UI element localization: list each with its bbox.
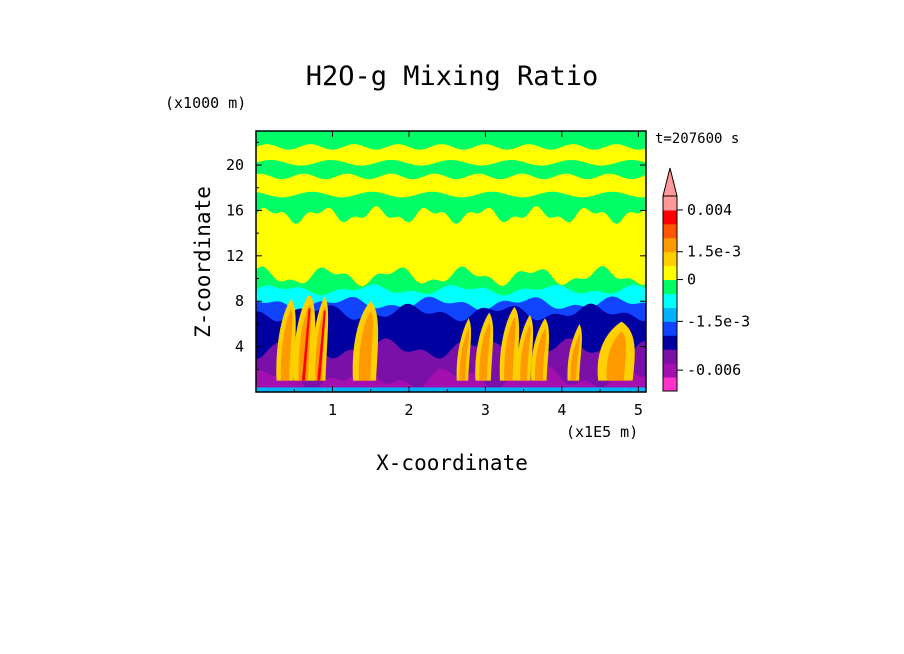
colorbar-label: -1.5e-3 bbox=[687, 312, 750, 330]
convective-plume bbox=[516, 314, 534, 381]
chart-title: H2O-g Mixing Ratio bbox=[306, 61, 599, 92]
colorbar-swatch bbox=[663, 265, 677, 281]
x-tick-label: 2 bbox=[404, 401, 413, 419]
colorbar-swatch bbox=[663, 377, 677, 392]
y-tick-label: 4 bbox=[235, 338, 244, 356]
plot-frame bbox=[255, 130, 647, 393]
colorbar-swatch bbox=[663, 251, 677, 267]
colorbar-label: 0 bbox=[687, 271, 696, 289]
x-tick-label: 5 bbox=[634, 401, 643, 419]
x-tick-label: 4 bbox=[557, 401, 566, 419]
y-axis-label: Z-coordinate bbox=[191, 186, 215, 338]
y-tick-label: 8 bbox=[235, 292, 244, 310]
convective-plume bbox=[293, 294, 316, 381]
colorbar-swatch bbox=[663, 321, 677, 336]
time-label: t=207600 s bbox=[655, 131, 739, 147]
colorbar-swatch bbox=[663, 279, 677, 294]
y-tick-label: 12 bbox=[226, 247, 244, 265]
upper-moist-band bbox=[256, 144, 646, 166]
x-axis-ticks: 1 2 3 4 5 bbox=[293, 131, 643, 419]
convective-plume bbox=[311, 296, 329, 381]
moist-layer bbox=[256, 205, 646, 287]
contour-field bbox=[256, 131, 646, 392]
surface-layer bbox=[256, 387, 646, 392]
x-tick-label: 1 bbox=[328, 401, 337, 419]
x-axis-label: X-coordinate bbox=[376, 451, 528, 475]
colorbar-extend-arrow bbox=[662, 167, 678, 197]
convective-plume bbox=[499, 306, 520, 381]
colorbar-swatch bbox=[663, 349, 677, 364]
colorbar-label: -0.006 bbox=[687, 361, 741, 379]
colorbar-label: 0.004 bbox=[687, 201, 732, 219]
colorbar-swatch bbox=[663, 293, 677, 308]
colorbar-swatch bbox=[663, 307, 677, 322]
x-unit-label: (x1E5 m) bbox=[566, 423, 638, 441]
y-tick-label: 16 bbox=[226, 201, 244, 219]
field-layer-2 bbox=[256, 366, 646, 392]
colorbar-label: 1.5e-3 bbox=[687, 243, 741, 261]
y-tick-label: 20 bbox=[226, 156, 244, 174]
convective-plume bbox=[475, 312, 494, 381]
convective-plume bbox=[567, 323, 582, 381]
colorbar-swatch bbox=[663, 363, 677, 378]
x-tick-label: 3 bbox=[481, 401, 490, 419]
convective-plume bbox=[276, 298, 296, 381]
colorbar-swatch bbox=[663, 335, 677, 350]
convective-plume bbox=[456, 318, 472, 381]
y-unit-label: (x1000 m) bbox=[165, 94, 246, 112]
colorbar: 0.004 1.5e-3 0 -1.5e-3 -0.006 bbox=[662, 167, 750, 392]
colorbar-swatch bbox=[663, 223, 677, 239]
colorbar-swatch bbox=[663, 196, 677, 211]
colorbar-swatch bbox=[663, 209, 677, 225]
upper-moist-band bbox=[256, 173, 646, 198]
y-axis-ticks: 4 8 12 16 20 bbox=[226, 141, 646, 370]
convective-plume bbox=[352, 301, 379, 381]
convective-plume bbox=[597, 321, 635, 381]
colorbar-swatch bbox=[663, 237, 677, 253]
convective-plume bbox=[531, 318, 550, 381]
